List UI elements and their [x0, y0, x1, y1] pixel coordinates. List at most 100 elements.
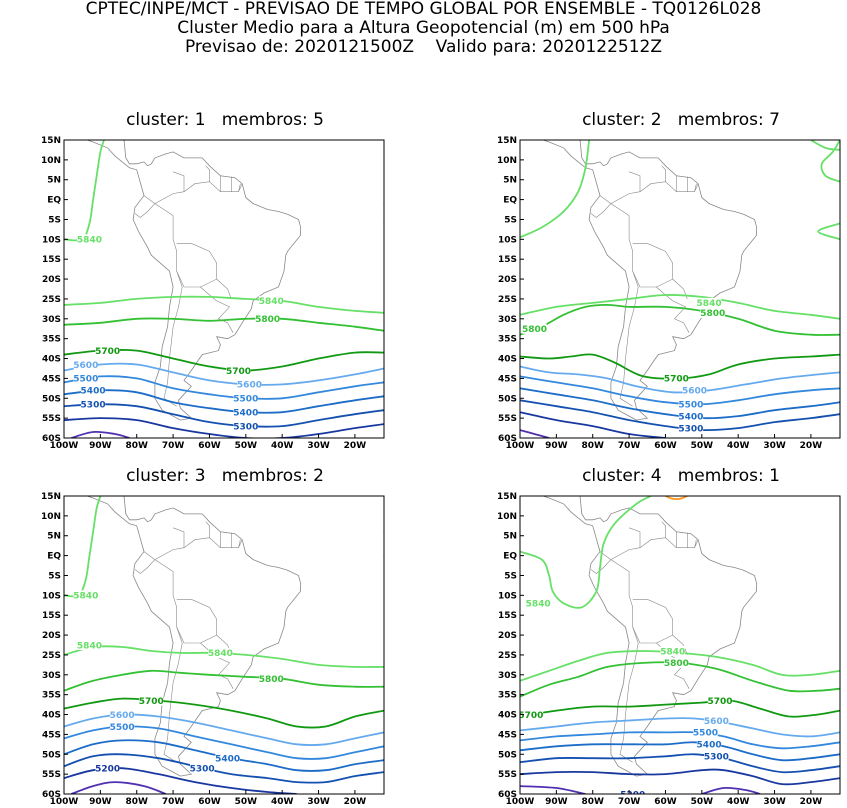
contour-label: 5400 [233, 408, 258, 418]
country-border [632, 243, 673, 288]
contour-5840 [817, 222, 840, 241]
lat-tick-label: 60S [42, 790, 61, 800]
contour-label: 5840 [697, 299, 722, 309]
contour-label-bg [189, 763, 215, 774]
lat-tick-label: EQ [503, 196, 517, 206]
contour-label-bg [109, 709, 135, 720]
map-layer: 5840 5840 5800 5700 5700 5600 5500 5400 5300 5200 [520, 496, 840, 794]
lat-tick-label: 5N [503, 176, 517, 186]
lon-tick-label: 70W [618, 797, 641, 807]
contour-label: 5800 [700, 309, 725, 319]
contour-5300 [64, 753, 384, 784]
panel-title: cluster: 1 membros: 5 [126, 110, 324, 130]
map-layer: 5840 5840 5800 5700 5700 5600 5600 5500 5500 5400… [64, 140, 384, 438]
lat-tick-label: 50S [498, 394, 517, 404]
lon-tick-label: 40W [271, 441, 294, 451]
header-subtitle: Cluster Medio para a Altura Geopotencial… [177, 18, 670, 38]
contour-5800 [64, 317, 384, 332]
map-chart-2: 5840580058005700560055005400530015N10N5N… [497, 136, 841, 451]
lat-tick-label: 5N [47, 532, 61, 542]
country-border [656, 286, 690, 333]
lat-tick-label: 10S [42, 591, 61, 601]
contour-5400 [520, 741, 840, 762]
country-border [154, 171, 185, 204]
contour-label: 5400 [678, 412, 703, 422]
lon-tick-label: 50W [691, 441, 714, 451]
contour-label: 5840 [77, 236, 102, 246]
lon-tick-label: 40W [727, 797, 750, 807]
lat-tick-label: 15S [498, 611, 517, 621]
lon-tick-label: 70W [162, 441, 185, 451]
contour-5840 [820, 140, 840, 183]
coastline [85, 496, 302, 777]
lat-tick-label: 20S [42, 631, 61, 641]
contour-label: 5600 [237, 381, 262, 391]
contour-5700 [520, 699, 840, 718]
contour-label: 5500 [233, 395, 258, 405]
country-border [172, 239, 183, 288]
lon-tick-label: 40W [727, 441, 750, 451]
lat-tick-label: 15N [497, 492, 517, 502]
lon-tick-label: 50W [235, 797, 258, 807]
lat-tick-label: 35S [498, 691, 517, 701]
lat-tick-label: 25S [42, 651, 61, 661]
country-border [172, 595, 183, 644]
header-title: CPTEC/INPE/MCT - PREVISAO DE TEMPO GLOBA… [85, 0, 762, 19]
lat-tick-label: 30S [498, 315, 517, 325]
lat-tick-label: 5N [503, 532, 517, 542]
country-border [661, 165, 666, 182]
contour-label: 5700 [707, 697, 732, 707]
lat-tick-label: 40S [42, 711, 61, 721]
contour-label: 5600 [73, 361, 98, 371]
lon-tick-label: 20W [800, 441, 823, 451]
lon-tick-label: 100W [50, 441, 79, 451]
lon-tick-label: 60W [198, 441, 221, 451]
lat-tick-label: EQ [503, 552, 517, 562]
lon-tick-label: 100W [50, 797, 79, 807]
map-frame [519, 495, 841, 795]
contour-label-bg [139, 695, 164, 706]
contour-label-bg [233, 421, 259, 432]
lat-tick-label: 25S [42, 295, 61, 305]
lon-tick-label: 60W [198, 797, 221, 807]
lat-tick-label: EQ [47, 552, 61, 562]
lon-tick-label: 30W [763, 797, 786, 807]
lon-tick-label: 70W [618, 441, 641, 451]
contour-label-bg [707, 695, 733, 706]
contour-5800 [520, 303, 840, 336]
panel-title: cluster: 3 membros: 2 [126, 466, 324, 486]
lat-tick-label: 55S [498, 770, 517, 780]
lat-tick-label: 40S [498, 355, 517, 365]
contour-5840 [383, 531, 384, 556]
contour-label: 5300 [81, 401, 106, 411]
lon-tick-label: 80W [582, 797, 605, 807]
contour-label: 5700 [226, 367, 251, 377]
lon-tick-label: 20W [344, 441, 367, 451]
contour-label: 5840 [259, 297, 284, 307]
lat-tick-label: 5S [48, 571, 61, 581]
contour-label-bg [696, 297, 722, 308]
lat-tick-label: 35S [42, 691, 61, 701]
country-border [628, 239, 639, 288]
lat-tick-label: 50S [42, 750, 61, 760]
contour-5840 [520, 294, 840, 320]
lon-tick-label: 70W [162, 797, 185, 807]
contour-label: 5700 [139, 697, 164, 707]
lon-tick-label: 90W [89, 441, 112, 451]
contour-5100 [520, 785, 586, 794]
lon-tick-label: 50W [235, 441, 258, 451]
lat-tick-label: 5S [504, 215, 517, 225]
lat-tick-label: 10N [41, 512, 61, 522]
contour-5840 [520, 140, 590, 239]
lat-tick-label: 15N [497, 136, 517, 146]
contour-label: 5300 [233, 422, 258, 432]
lat-tick-label: 50S [42, 394, 61, 404]
contour-5840 [64, 140, 105, 242]
map-frame [63, 139, 385, 439]
lat-tick-label: 30S [498, 671, 517, 681]
lon-tick-label: 20W [800, 797, 823, 807]
contour-label-bg [233, 393, 259, 404]
lat-tick-label: 45S [498, 730, 517, 740]
contour-label: 5840 [660, 647, 685, 657]
